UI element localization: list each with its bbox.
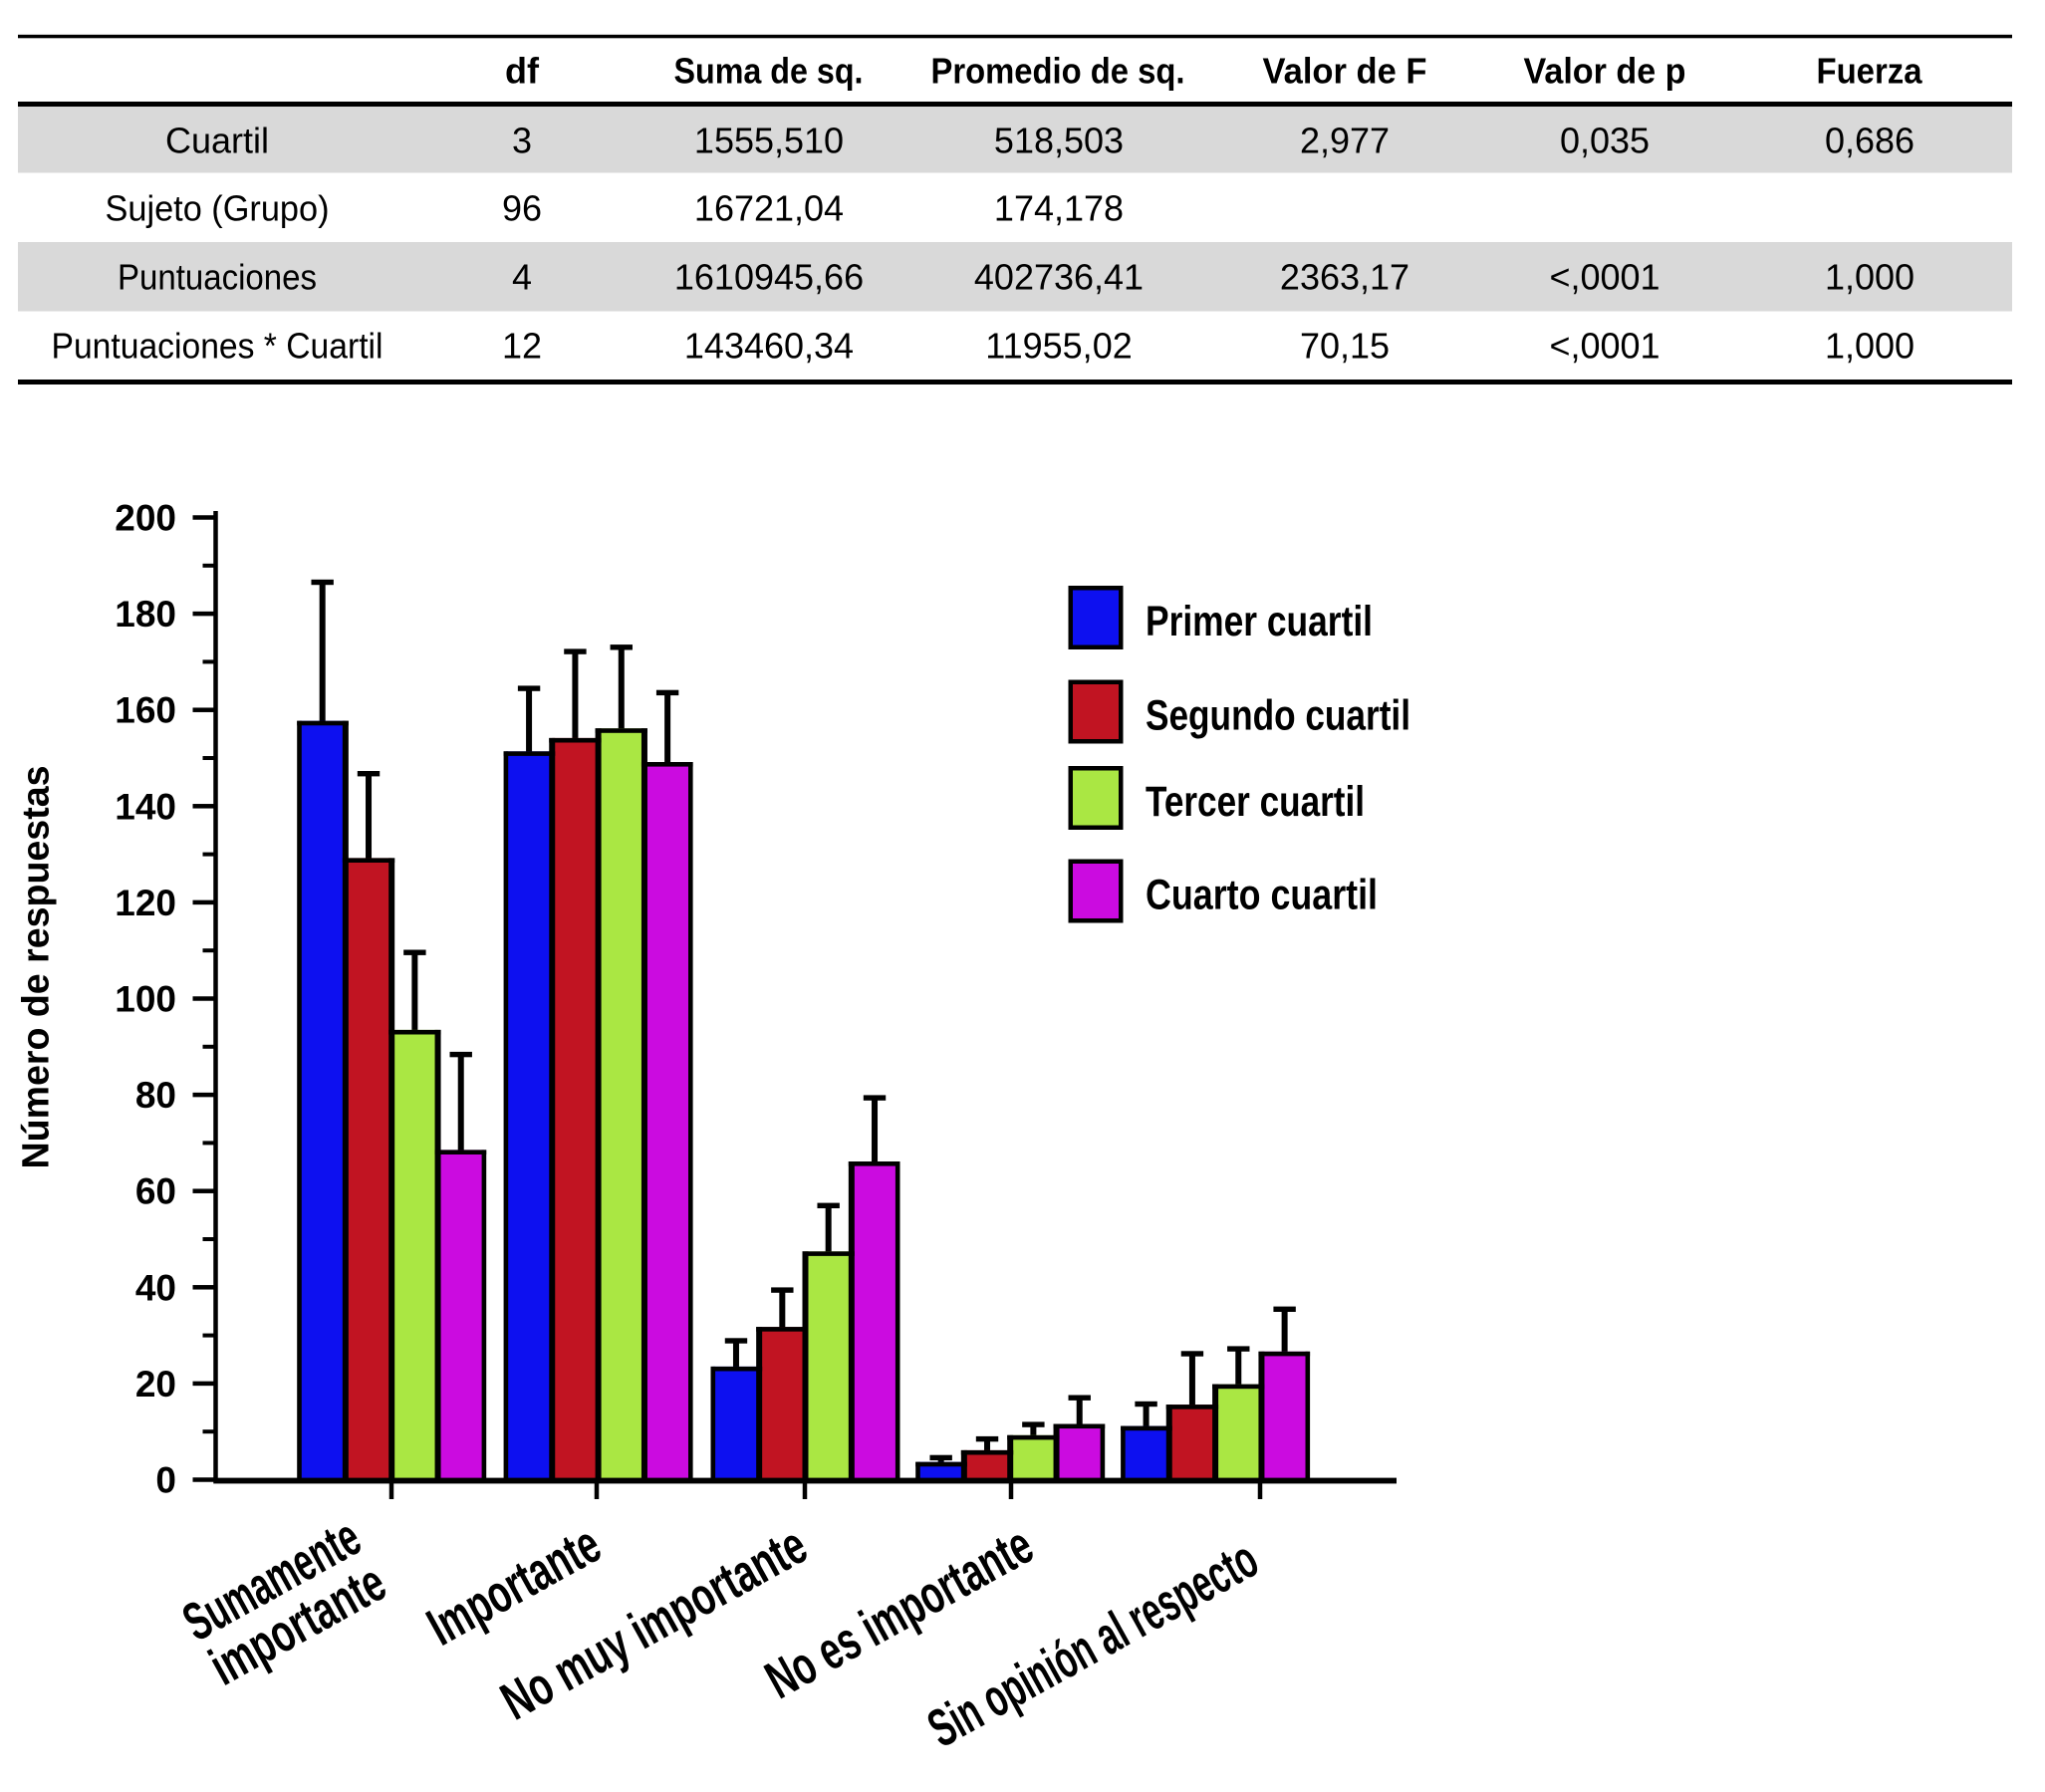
svg-text:40: 40	[135, 1267, 176, 1308]
svg-text:Promedio de sq.: Promedio de sq.	[931, 51, 1185, 92]
svg-text:1555,510: 1555,510	[694, 121, 844, 161]
svg-text:<,0001: <,0001	[1549, 326, 1660, 367]
svg-text:16721,04: 16721,04	[694, 188, 844, 229]
svg-text:Tercer cuartil: Tercer cuartil	[1146, 778, 1365, 826]
svg-text:402736,41: 402736,41	[974, 257, 1144, 298]
svg-text:1610945,66: 1610945,66	[674, 257, 864, 298]
svg-text:174,178: 174,178	[994, 188, 1124, 229]
svg-text:70,15: 70,15	[1300, 326, 1390, 367]
svg-text:Número de respuestas: Número de respuestas	[16, 766, 58, 1169]
svg-text:143460,34: 143460,34	[684, 326, 854, 367]
svg-text:3: 3	[512, 121, 532, 161]
svg-text:160: 160	[115, 690, 176, 731]
svg-text:1,000: 1,000	[1825, 326, 1915, 367]
svg-text:0: 0	[155, 1460, 176, 1501]
svg-text:Fuerza: Fuerza	[1817, 51, 1923, 92]
svg-text:2,977: 2,977	[1300, 121, 1390, 161]
svg-text:2363,17: 2363,17	[1280, 257, 1409, 298]
svg-text:100: 100	[115, 979, 176, 1020]
svg-text:Puntuaciones * Cuartil: Puntuaciones * Cuartil	[52, 326, 383, 367]
svg-text:Suma de sq.: Suma de sq.	[674, 51, 864, 92]
svg-text:80: 80	[135, 1075, 176, 1116]
svg-text:0,686: 0,686	[1825, 121, 1915, 161]
svg-text:Puntuaciones: Puntuaciones	[118, 257, 317, 298]
svg-text:518,503: 518,503	[994, 121, 1124, 161]
svg-text:Cuarto cuartil: Cuarto cuartil	[1146, 872, 1378, 919]
svg-text:120: 120	[115, 883, 176, 923]
svg-text:60: 60	[135, 1171, 176, 1212]
svg-text:df: df	[505, 51, 540, 92]
svg-text:11955,02: 11955,02	[985, 326, 1132, 367]
svg-text:140: 140	[115, 786, 176, 827]
svg-text:Valor de p: Valor de p	[1524, 51, 1686, 92]
svg-text:Valor de F: Valor de F	[1263, 51, 1427, 92]
svg-text:Segundo cuartil: Segundo cuartil	[1146, 692, 1410, 740]
svg-text:4: 4	[512, 257, 532, 298]
svg-text:180: 180	[115, 594, 176, 635]
svg-text:Sujeto (Grupo): Sujeto (Grupo)	[106, 188, 330, 229]
svg-text:1,000: 1,000	[1825, 257, 1915, 298]
svg-text:<,0001: <,0001	[1549, 257, 1660, 298]
svg-text:12: 12	[502, 326, 542, 367]
svg-text:200: 200	[115, 498, 176, 539]
svg-text:0,035: 0,035	[1560, 121, 1650, 161]
svg-text:Primer cuartil: Primer cuartil	[1146, 598, 1373, 645]
svg-text:20: 20	[135, 1364, 176, 1405]
svg-text:Cuartil: Cuartil	[165, 121, 269, 161]
svg-text:96: 96	[502, 188, 542, 229]
